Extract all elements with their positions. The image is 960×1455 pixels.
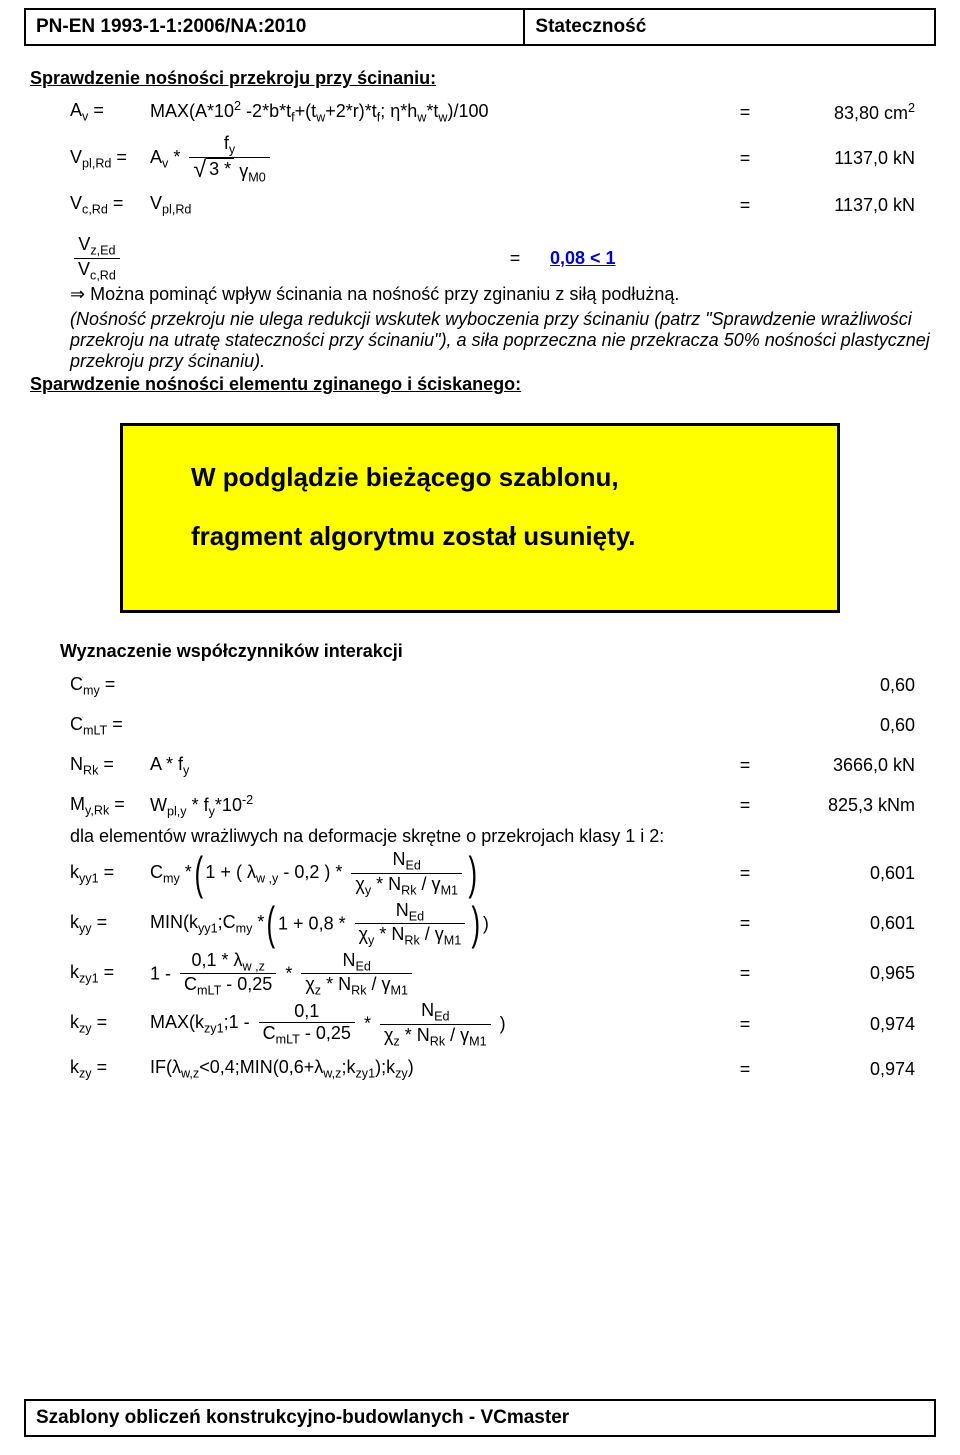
eq: =: [500, 248, 530, 269]
eq: =: [730, 102, 760, 123]
expr-kzy: MAX(kzy1;1 - 0,1 CmLT - 0,25 * NEd χz * …: [150, 1000, 730, 1048]
row-kzy1: kzy1 = 1 - 0,1 * λw ,z CmLT - 0,25 * NEd…: [30, 950, 930, 998]
sym-myrk: My,Rk =: [30, 794, 150, 818]
val-nrk: 3666,0 kN: [760, 755, 930, 776]
val-kyy1: 0,601: [760, 863, 930, 884]
val-cmlt: 0,60: [760, 715, 930, 736]
section2-title: Sparwdzenie nośności elementu zginanego …: [30, 374, 930, 395]
header: PN-EN 1993-1-1:2006/NA:2010 Stateczność: [24, 8, 936, 46]
sym-av: Av =: [30, 100, 150, 124]
expr-av: MAX(A*102 -2*b*tf+(tw+2*r)*tf; η*hw*tw)/…: [150, 99, 730, 125]
expr-nrk: A * fy: [150, 754, 730, 778]
eq: =: [730, 148, 760, 169]
header-standard: PN-EN 1993-1-1:2006/NA:2010: [26, 10, 525, 44]
row-vcrd: Vc,Rd = Vpl,Rd = 1137,0 kN: [30, 186, 930, 224]
sym-ratio: Vz,Ed Vc,Rd: [30, 234, 190, 282]
val-myrk: 825,3 kNm: [760, 795, 930, 816]
val-av: 83,80 cm2: [760, 101, 930, 124]
expr-vplrd: Av * fy √3 * γM0: [150, 133, 730, 184]
sym-nrk: NRk =: [30, 754, 150, 778]
row-kzy2: kzy = IF(λw,z<0,4;MIN(0,6+λw,z;kzy1);kzy…: [30, 1050, 930, 1088]
val-vplrd: 1137,0 kN: [760, 148, 930, 169]
expr-kyy1: Cmy * ( 1 + ( λw ,y - 0,2 ) * NEd χy * N…: [150, 849, 730, 897]
row-ratio: Vz,Ed Vc,Rd = 0,08 < 1: [30, 234, 930, 282]
section3-title: Wyznaczenie współczynników interakcji: [60, 641, 930, 662]
row-vplrd: Vpl,Rd = Av * fy √3 * γM0 = 1137,0 kN: [30, 133, 930, 184]
header-topic: Stateczność: [525, 10, 934, 44]
expr-kyy: MIN(kyy1;Cmy * ( 1 + 0,8 * NEd χy * NRk …: [150, 900, 730, 948]
eq: =: [730, 195, 760, 216]
val-kyy: 0,601: [760, 913, 930, 934]
section1-title: Sprawdzenie nośności przekroju przy ścin…: [30, 68, 930, 89]
sym-kzy: kzy =: [30, 1012, 150, 1036]
sym-vplrd: Vpl,Rd =: [30, 147, 150, 171]
sym-vcrd: Vc,Rd =: [30, 193, 150, 217]
sym-cmy: Cmy =: [30, 674, 150, 698]
removed-notice: W podglądzie bieżącego szablonu, fragmen…: [120, 423, 840, 613]
val-kzy2: 0,974: [760, 1059, 930, 1080]
row-cmy: Cmy = 0,60: [30, 666, 930, 704]
expr-kzy2: IF(λw,z<0,4;MIN(0,6+λw,z;kzy1);kzy): [150, 1057, 730, 1081]
expr-kzy1: 1 - 0,1 * λw ,z CmLT - 0,25 * NEd χz * N…: [150, 950, 730, 998]
sym-cmlt: CmLT =: [30, 714, 150, 738]
notice-line1: W podglądzie bieżącego szablonu,: [191, 462, 807, 493]
row-myrk: My,Rk = Wpl,y * fy*10-2 = 825,3 kNm: [30, 786, 930, 824]
footer: Szablony obliczeń konstrukcyjno-budowlan…: [24, 1399, 936, 1437]
expr-myrk: Wpl,y * fy*10-2: [150, 793, 730, 819]
row-cmlt: CmLT = 0,60: [30, 706, 930, 744]
val-kzy: 0,974: [760, 1014, 930, 1035]
sym-kyy1: kyy1 =: [30, 862, 150, 886]
sym-kzy1: kzy1 =: [30, 962, 150, 986]
sym-kyy: kyy =: [30, 912, 150, 936]
row-kyy1: kyy1 = Cmy * ( 1 + ( λw ,y - 0,2 ) * NEd…: [30, 849, 930, 897]
expr-vcrd: Vpl,Rd: [150, 193, 730, 217]
val-vcrd: 1137,0 kN: [760, 195, 930, 216]
row-nrk: NRk = A * fy = 3666,0 kN: [30, 746, 930, 784]
row-kzy: kzy = MAX(kzy1;1 - 0,1 CmLT - 0,25 * NEd…: [30, 1000, 930, 1048]
conclusion-1: ⇒ Można pominąć wpływ ścinania na nośnoś…: [30, 284, 930, 305]
row-av: Av = MAX(A*102 -2*b*tf+(tw+2*r)*tf; η*hw…: [30, 93, 930, 131]
note-klasy: dla elementów wrażliwych na deformacje s…: [30, 826, 930, 847]
val-cmy: 0,60: [760, 675, 930, 696]
sym-kzy2: kzy =: [30, 1057, 150, 1081]
val-ratio: 0,08 < 1: [550, 248, 720, 269]
val-kzy1: 0,965: [760, 963, 930, 984]
conclusion-2: (Nośność przekroju nie ulega redukcji ws…: [30, 309, 930, 372]
row-kyy: kyy = MIN(kyy1;Cmy * ( 1 + 0,8 * NEd χy …: [30, 900, 930, 948]
notice-line2: fragment algorytmu został usunięty.: [191, 521, 807, 552]
